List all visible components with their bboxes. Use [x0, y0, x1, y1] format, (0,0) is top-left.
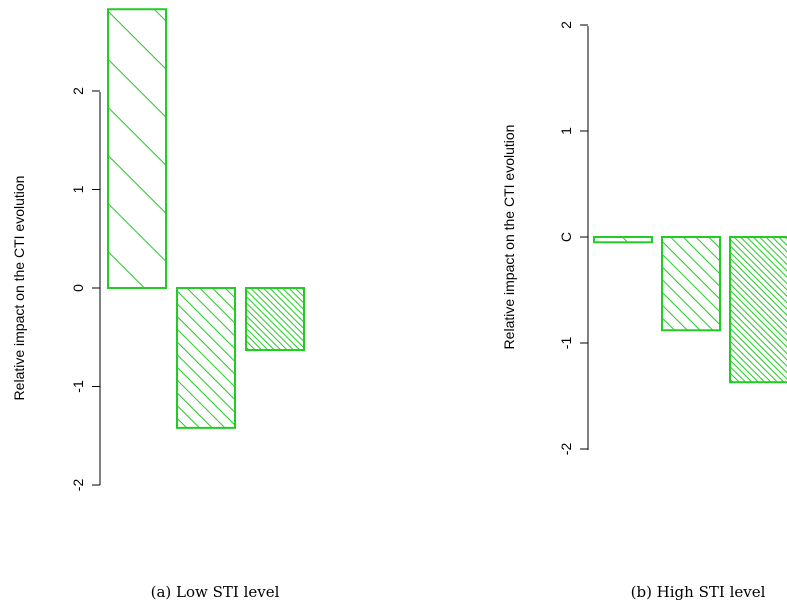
caption: (a) Low STI level: [151, 583, 280, 601]
y-tick-label: 2: [70, 87, 86, 95]
bar-3: [729, 236, 787, 384]
y-tick-label: 1: [558, 127, 574, 135]
y-tick-label: 2: [558, 21, 574, 29]
y-axis-label: Relative impact on the CTI evolution: [501, 125, 517, 350]
y-tick-label: -2: [70, 479, 86, 492]
bar-2: [176, 287, 236, 429]
y-tick-label: -1: [558, 337, 574, 350]
y-tick-label: -2: [558, 443, 574, 456]
y-axis-label: Relative impact on the CTI evolution: [11, 176, 27, 401]
panel-high-sti: Relative impact on the CTI evolution -2-…: [501, 21, 787, 601]
panel-low-sti: Relative impact on the CTI evolution -2-…: [11, 8, 305, 601]
y-tick-label: 1: [70, 185, 86, 193]
bar-2: [661, 236, 721, 332]
y-ticks: -2 -1 0 1 2: [70, 87, 100, 491]
bars: [593, 236, 787, 384]
y-tick-label: C: [558, 232, 574, 242]
caption: (b) High STI level: [631, 583, 766, 601]
bar-1: [107, 8, 167, 290]
bars: [107, 8, 305, 429]
y-tick-label: 0: [70, 284, 86, 292]
bar-1: [593, 236, 653, 244]
y-ticks: -2 -1 C 1 2: [558, 21, 588, 455]
y-tick-label: -1: [70, 380, 86, 393]
bar-3: [245, 287, 305, 352]
